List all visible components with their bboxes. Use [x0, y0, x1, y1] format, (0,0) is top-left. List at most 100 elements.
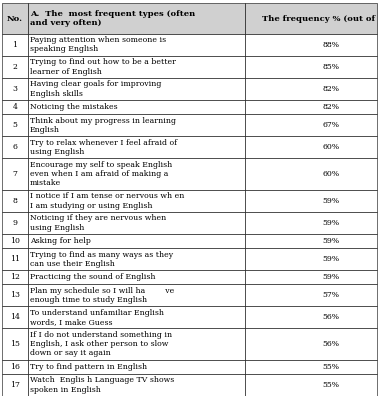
- Bar: [2, 234, 28, 248]
- Text: Trying to find as many ways as they
can use their English: Trying to find as many ways as they can …: [30, 251, 173, 268]
- Bar: [2, 190, 28, 212]
- Text: 56%: 56%: [322, 313, 339, 322]
- Text: 55%: 55%: [322, 381, 339, 389]
- Text: 59%: 59%: [322, 197, 339, 205]
- Bar: [2, 307, 28, 328]
- Bar: [245, 190, 377, 212]
- Text: 15: 15: [10, 340, 20, 348]
- Text: Watch  Englis h Language TV shows
spoken in English: Watch Englis h Language TV shows spoken …: [30, 376, 174, 394]
- Text: 16: 16: [10, 363, 20, 371]
- Text: 88%: 88%: [322, 41, 339, 49]
- Text: 3: 3: [13, 85, 17, 93]
- Text: Paying attention when someone is
speaking English: Paying attention when someone is speakin…: [30, 36, 166, 53]
- Text: 60%: 60%: [322, 143, 339, 151]
- Text: 1: 1: [13, 41, 17, 49]
- Bar: [28, 34, 245, 56]
- Bar: [28, 212, 245, 234]
- Text: Trying to find out how to be a better
learner of English: Trying to find out how to be a better le…: [30, 58, 176, 76]
- Text: The frequency % (out of 105): The frequency % (out of 105): [262, 15, 379, 23]
- Bar: [2, 360, 28, 374]
- Text: 4: 4: [13, 103, 17, 111]
- Text: 85%: 85%: [322, 63, 339, 71]
- Bar: [28, 190, 245, 212]
- Text: 59%: 59%: [322, 255, 339, 263]
- Bar: [28, 234, 245, 248]
- Bar: [28, 248, 245, 270]
- Text: 59%: 59%: [322, 237, 339, 245]
- Bar: [245, 360, 377, 374]
- Text: 60%: 60%: [322, 170, 339, 178]
- Text: A.  The  most frequent types (often
and very often): A. The most frequent types (often and ve…: [30, 10, 195, 27]
- Text: To understand unfamiliar English
words, I make Guess: To understand unfamiliar English words, …: [30, 309, 164, 326]
- Text: 8: 8: [13, 197, 17, 205]
- Text: 7: 7: [13, 170, 17, 178]
- Bar: [245, 328, 377, 360]
- Bar: [2, 248, 28, 270]
- Bar: [28, 56, 245, 78]
- Bar: [2, 158, 28, 190]
- Bar: [2, 136, 28, 158]
- Bar: [28, 374, 245, 396]
- Text: 9: 9: [13, 219, 17, 227]
- Bar: [2, 328, 28, 360]
- Bar: [245, 234, 377, 248]
- Text: Asking for help: Asking for help: [30, 237, 91, 245]
- Bar: [245, 4, 377, 34]
- Text: 82%: 82%: [322, 85, 339, 93]
- Text: No.: No.: [7, 15, 23, 23]
- Bar: [245, 78, 377, 100]
- Bar: [245, 307, 377, 328]
- Bar: [28, 114, 245, 136]
- Text: Encourage my self to speak English
even when I am afraid of making a
mistake: Encourage my self to speak English even …: [30, 161, 172, 187]
- Text: 6: 6: [13, 143, 17, 151]
- Text: Noticing if they are nervous when
using English: Noticing if they are nervous when using …: [30, 215, 166, 232]
- Text: Plan my schedule so I will ha        ve
enough time to study English: Plan my schedule so I will ha ve enough …: [30, 287, 174, 304]
- Text: 2: 2: [13, 63, 17, 71]
- Bar: [28, 78, 245, 100]
- Text: 57%: 57%: [322, 291, 339, 299]
- Bar: [245, 270, 377, 284]
- Bar: [2, 284, 28, 307]
- Bar: [28, 270, 245, 284]
- Text: 17: 17: [10, 381, 20, 389]
- Text: 59%: 59%: [322, 219, 339, 227]
- Bar: [28, 328, 245, 360]
- Bar: [245, 158, 377, 190]
- Text: 82%: 82%: [322, 103, 339, 111]
- Text: 55%: 55%: [322, 363, 339, 371]
- Bar: [2, 78, 28, 100]
- Text: If I do not understand something in
English, I ask other person to slow
down or : If I do not understand something in Engl…: [30, 331, 172, 357]
- Text: Noticing the mistakes: Noticing the mistakes: [30, 103, 117, 111]
- Bar: [245, 374, 377, 396]
- Bar: [2, 34, 28, 56]
- Bar: [245, 136, 377, 158]
- Text: Practicing the sound of English: Practicing the sound of English: [30, 273, 155, 281]
- Text: 12: 12: [10, 273, 20, 281]
- Bar: [245, 248, 377, 270]
- Text: 59%: 59%: [322, 273, 339, 281]
- Bar: [28, 360, 245, 374]
- Bar: [28, 307, 245, 328]
- Bar: [245, 100, 377, 114]
- Text: 56%: 56%: [322, 340, 339, 348]
- Bar: [2, 56, 28, 78]
- Bar: [28, 100, 245, 114]
- Bar: [2, 114, 28, 136]
- Bar: [245, 34, 377, 56]
- Text: Try to find pattern in English: Try to find pattern in English: [30, 363, 147, 371]
- Bar: [245, 212, 377, 234]
- Bar: [2, 212, 28, 234]
- Text: 67%: 67%: [322, 121, 339, 129]
- Text: 5: 5: [13, 121, 17, 129]
- Bar: [28, 158, 245, 190]
- Bar: [28, 4, 245, 34]
- Bar: [28, 284, 245, 307]
- Bar: [2, 374, 28, 396]
- Bar: [245, 56, 377, 78]
- Text: Think about my progress in learning
English: Think about my progress in learning Engl…: [30, 116, 176, 134]
- Bar: [28, 136, 245, 158]
- Bar: [2, 4, 28, 34]
- Text: 13: 13: [10, 291, 20, 299]
- Text: 10: 10: [10, 237, 20, 245]
- Text: 11: 11: [10, 255, 20, 263]
